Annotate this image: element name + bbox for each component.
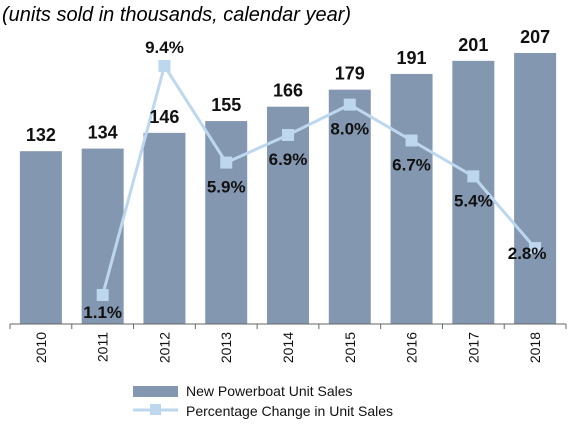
bar-2016 [390, 73, 433, 324]
bar-value-label: 179 [335, 64, 365, 84]
bar-value-label: 146 [149, 107, 179, 127]
bar-2018 [514, 53, 557, 324]
chart-subtitle: (units sold in thousands, calendar year) [2, 4, 351, 26]
pct-labels-layer: 1.1% 9.4% 5.9% 6.9% 8.0% 6.7% 5.4% 2.8% [83, 38, 546, 322]
bar-value-label: 155 [211, 95, 241, 115]
pct-marker-2011 [96, 289, 109, 301]
pct-value-label: 2.8% [508, 244, 547, 263]
x-tick-label: 2011 [95, 332, 111, 362]
x-tick-label: 2018 [527, 332, 543, 363]
pct-value-label: 1.1% [83, 303, 122, 322]
legend-bar-swatch [133, 386, 178, 397]
pct-value-label: 5.4% [454, 191, 493, 210]
bar-value-label: 132 [26, 125, 56, 145]
legend-line-label: Percentage Change in Unit Sales [186, 403, 393, 419]
bar-2012 [143, 132, 186, 324]
x-tick-label: 2017 [465, 332, 481, 363]
pct-marker-2012 [158, 60, 171, 72]
x-tick-label: 2016 [404, 332, 420, 363]
bar-2015 [328, 89, 371, 324]
x-tick-label: 2013 [218, 332, 234, 363]
legend-bar-label: New Powerboat Unit Sales [186, 383, 353, 399]
pct-value-label: 5.9% [207, 178, 246, 197]
bar-2010 [19, 151, 62, 324]
x-axis-ticks: 2010 2011 2012 2013 2014 2015 2016 2017 2018 [9, 324, 567, 363]
pct-value-label: 6.9% [269, 150, 308, 169]
line-layer [96, 60, 542, 301]
pct-value-label: 8.0% [330, 120, 369, 139]
pct-change-line [101, 62, 537, 296]
x-tick-label: 2015 [342, 332, 358, 363]
bar-value-label: 166 [273, 81, 303, 101]
bar-labels-layer: 132 134 146 155 166 179 191 201 207 [26, 27, 550, 145]
x-tick-label: 2012 [156, 332, 172, 363]
x-tick-label: 2014 [280, 332, 296, 363]
pct-value-label: 9.4% [145, 38, 184, 57]
bar-value-label: 134 [88, 123, 118, 143]
legend-line-marker [150, 404, 161, 415]
bar-value-label: 191 [397, 48, 427, 68]
bar-value-label: 207 [520, 27, 550, 47]
x-tick-label: 2010 [33, 332, 49, 363]
pct-marker-2018 [529, 242, 542, 255]
legend: New Powerboat Unit Sales Percentage Chan… [133, 383, 393, 419]
pct-value-label: 6.7% [392, 155, 431, 174]
pct-marker-2015 [343, 98, 356, 111]
bar-2014 [267, 106, 309, 324]
pct-marker-2017 [467, 170, 480, 183]
bar-value-label: 201 [458, 35, 488, 55]
pct-marker-2016 [405, 134, 418, 147]
pct-marker-2013 [220, 156, 233, 169]
pct-marker-2014 [282, 128, 294, 141]
bar-2013 [205, 121, 248, 324]
